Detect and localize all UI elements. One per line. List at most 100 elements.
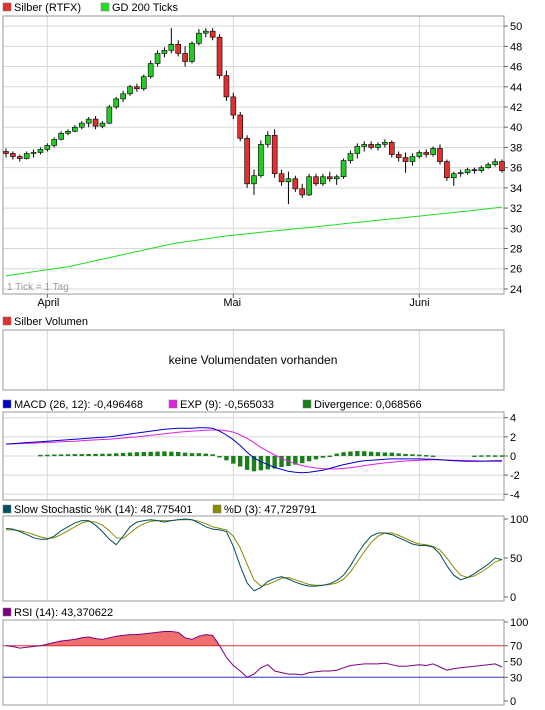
price-ytick-label-50: 50	[510, 21, 522, 33]
candle-body	[175, 44, 182, 54]
candle	[492, 158, 498, 167]
candle-body	[292, 178, 299, 190]
candle	[37, 147, 44, 155]
candle	[437, 144, 443, 165]
candle-body	[450, 173, 457, 179]
candle-body	[223, 75, 230, 98]
candle-body	[395, 154, 402, 158]
rsi-plot-frame	[2, 619, 505, 706]
divergence-bar	[120, 452, 126, 456]
candle	[237, 112, 244, 142]
divergence-bar	[65, 454, 71, 456]
divergence-bar	[293, 456, 298, 465]
divergence-bar	[313, 456, 319, 460]
candle-body	[182, 53, 188, 62]
candle	[409, 153, 416, 166]
candle-body	[299, 188, 306, 196]
legend-swatch-silber	[2, 2, 12, 12]
candle	[30, 149, 37, 158]
divergence-bar	[375, 452, 381, 456]
candle	[209, 28, 216, 41]
candle-body	[65, 130, 71, 134]
divergence-bar	[320, 456, 326, 458]
legend-swatch-stoch-k	[2, 504, 12, 514]
candle-body	[189, 42, 195, 62]
divergence-bar	[162, 451, 167, 456]
candle-body	[423, 152, 430, 155]
rsi-y-axis: 100 70 50 30 0	[504, 617, 528, 708]
candle-body	[368, 144, 374, 148]
candle	[196, 29, 202, 46]
candle-body	[478, 167, 485, 171]
divergence-bar	[396, 453, 401, 456]
divergence-bar	[38, 454, 43, 457]
candle	[368, 141, 374, 150]
stoch-k-line	[5, 518, 503, 592]
candle	[402, 152, 409, 173]
divergence-bar	[382, 452, 388, 456]
candle-body	[140, 76, 147, 90]
exp-line	[5, 429, 503, 470]
x-tick-label-juni: Juni	[409, 297, 429, 309]
rsi-overbought-fill	[40, 631, 220, 646]
candle-body	[85, 118, 92, 124]
candle	[278, 169, 285, 186]
candle	[127, 84, 133, 96]
candle	[313, 173, 319, 186]
candle	[361, 141, 368, 152]
price-grid	[3, 16, 504, 390]
candle-body	[382, 142, 388, 145]
candle	[92, 116, 99, 130]
candle-body	[471, 169, 478, 171]
divergence-bar	[238, 456, 243, 467]
rsi-grid	[46, 620, 420, 705]
candle	[478, 165, 485, 173]
candle-body	[202, 30, 209, 34]
candle-body	[375, 144, 381, 148]
candle	[140, 74, 147, 91]
candle-body	[23, 153, 30, 159]
candle-body	[251, 175, 257, 185]
legend-swatch-macd	[2, 399, 12, 409]
candle-body	[37, 149, 44, 153]
volume-plot-frame	[2, 329, 505, 391]
candle	[106, 104, 113, 125]
candle	[375, 142, 381, 151]
divergence-bar	[258, 456, 264, 471]
candle	[347, 150, 354, 164]
divergence-bar	[403, 453, 408, 456]
price-plot-frame	[2, 15, 505, 295]
candle	[189, 41, 195, 64]
divergence-bar	[134, 452, 140, 456]
divergence-bar	[231, 456, 236, 464]
candle	[499, 159, 505, 173]
candle	[223, 70, 230, 101]
divergence-bar	[272, 456, 277, 469]
divergence-bar	[417, 454, 422, 457]
candle-body	[244, 138, 250, 185]
candle	[23, 151, 30, 160]
divergence-bar	[189, 453, 195, 456]
candle-body	[106, 106, 113, 124]
legend-swatch-gd200	[100, 2, 110, 12]
candle-body	[361, 144, 368, 147]
candle	[464, 167, 471, 175]
divergence-bar	[472, 455, 477, 458]
candle-body	[437, 148, 443, 162]
candle	[16, 154, 23, 162]
candle	[306, 173, 312, 196]
divergence-bar	[72, 454, 78, 456]
stochastic-lines-layer	[5, 518, 503, 592]
price-ytick-label-36: 36	[510, 163, 522, 175]
macd-ytick-label--4: -4	[510, 489, 520, 501]
candle-body	[72, 126, 78, 132]
rsi-ytick-label-50: 50	[510, 657, 522, 669]
candle-body	[499, 161, 505, 171]
divergence-bar	[155, 451, 160, 456]
macd-line	[5, 427, 502, 474]
divergence-bar	[182, 452, 188, 456]
candle-body	[416, 152, 423, 157]
candle	[113, 96, 120, 110]
divergence-bar	[355, 451, 360, 456]
candle	[258, 140, 264, 178]
